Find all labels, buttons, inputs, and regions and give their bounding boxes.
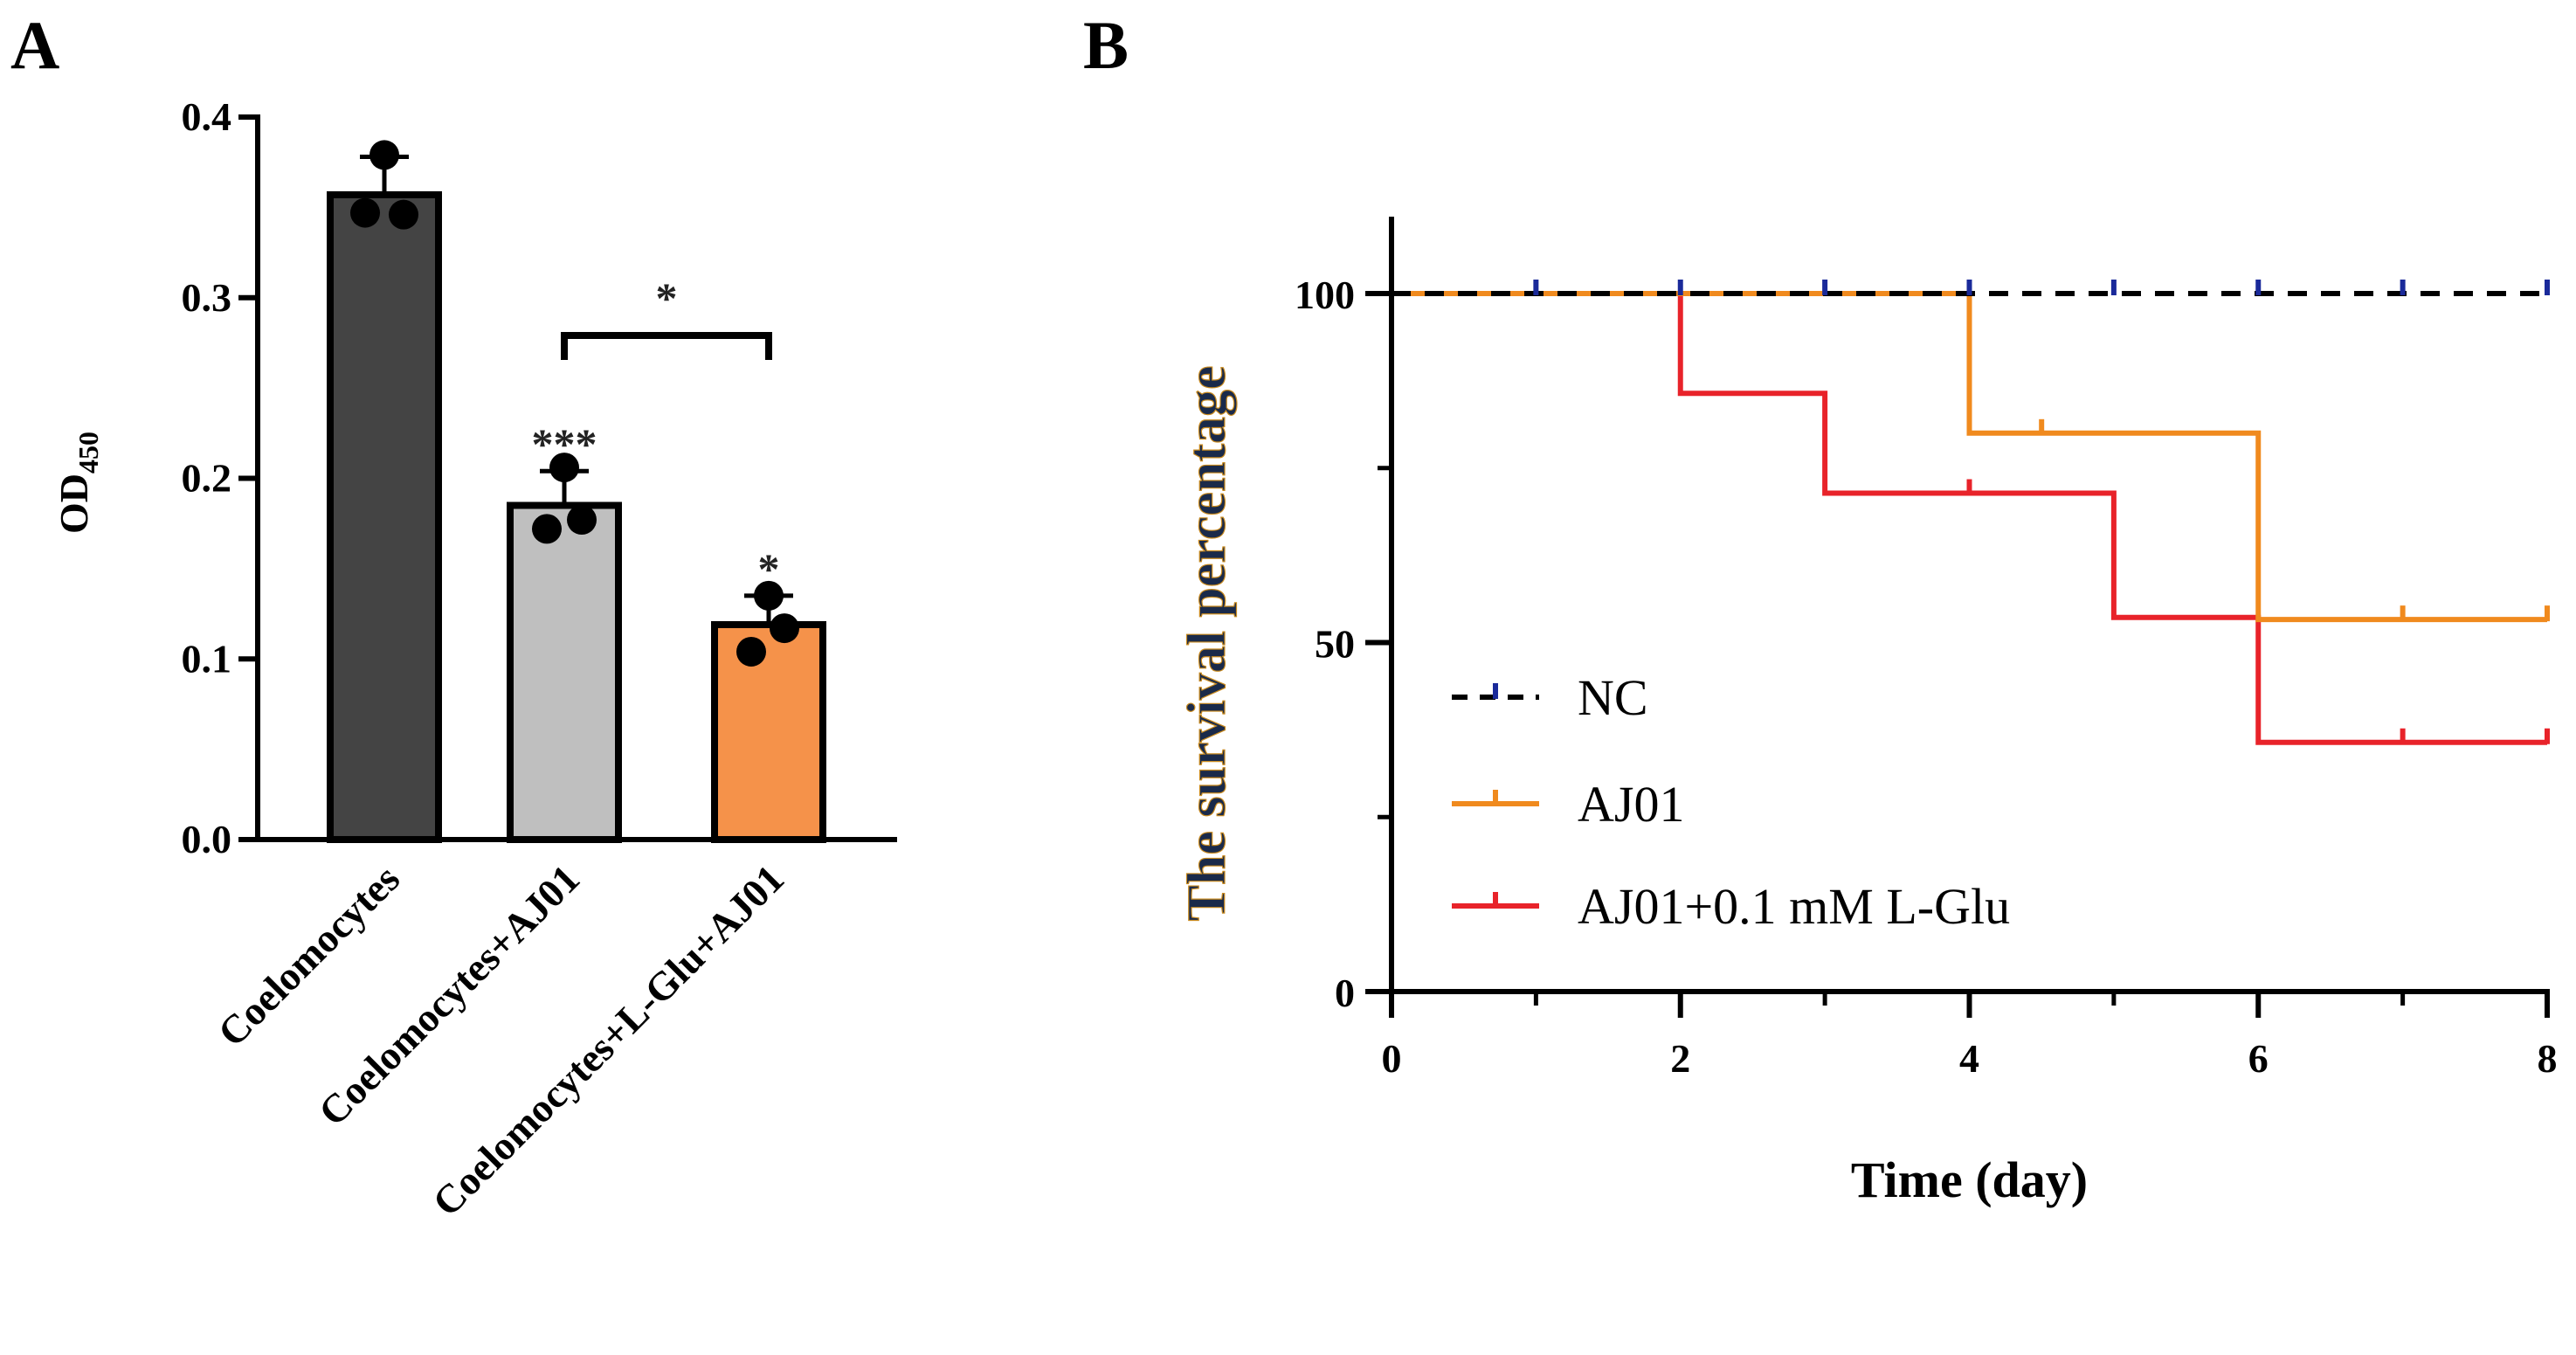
legend-label: NC <box>1578 669 1648 726</box>
survival-chart: 0 50 100 0 2 4 6 8 Time (day) The survival percen… <box>1177 217 2558 1208</box>
bar <box>327 190 442 843</box>
panel-label-a: A <box>10 7 59 83</box>
data-point <box>350 197 380 228</box>
y-tick-label: 0.2 <box>182 456 232 501</box>
series-line <box>1392 291 2547 623</box>
y-tick-label: 0 <box>1335 971 1355 1015</box>
legend-label: AJ01+0.1 mM L-Glu <box>1578 878 2010 935</box>
significance-label: * <box>758 544 780 593</box>
data-point <box>754 580 784 611</box>
panel-label-b: B <box>1083 7 1129 83</box>
data-point <box>567 505 597 536</box>
y-tick-label: 100 <box>1295 273 1355 317</box>
data-point <box>549 453 579 483</box>
bar <box>507 501 622 843</box>
y-axis-title: OD450 <box>52 432 104 534</box>
x-tick-label: 4 <box>1959 1036 1979 1081</box>
bracket-label: * <box>656 273 678 322</box>
significance-bracket <box>561 332 772 360</box>
x-tick-label: 6 <box>2248 1036 2269 1081</box>
data-point <box>389 199 418 230</box>
data-point <box>532 514 562 544</box>
y-tick-label: 0.3 <box>182 275 232 320</box>
bar <box>711 620 826 844</box>
y-tick-label: 0.1 <box>182 636 232 681</box>
legend-label: AJ01 <box>1578 776 1684 833</box>
y-axis-title: The survival percentage <box>1178 365 1237 921</box>
y-tick-label: 0.4 <box>182 94 232 139</box>
data-point <box>770 613 799 644</box>
significance-label: *** <box>532 419 597 468</box>
y-tick-label: 50 <box>1315 622 1355 667</box>
x-axis-title: Time (day) <box>1851 1151 2088 1208</box>
y-tick-label: 0.0 <box>182 817 232 861</box>
category-label: Coelomocytes+L-Glu+AJ01 <box>424 856 792 1225</box>
data-point <box>369 140 399 170</box>
x-tick-label: 2 <box>1670 1036 1690 1081</box>
category-label: Coelomocytes <box>210 856 409 1055</box>
bar-chart: 0.0 0.1 0.2 0.3 0.4 OD450 Coelomocytes *** Coelo… <box>52 94 897 1225</box>
x-tick-label: 8 <box>2538 1036 2558 1081</box>
x-tick-label: 0 <box>1382 1036 1402 1081</box>
data-point <box>736 636 766 667</box>
